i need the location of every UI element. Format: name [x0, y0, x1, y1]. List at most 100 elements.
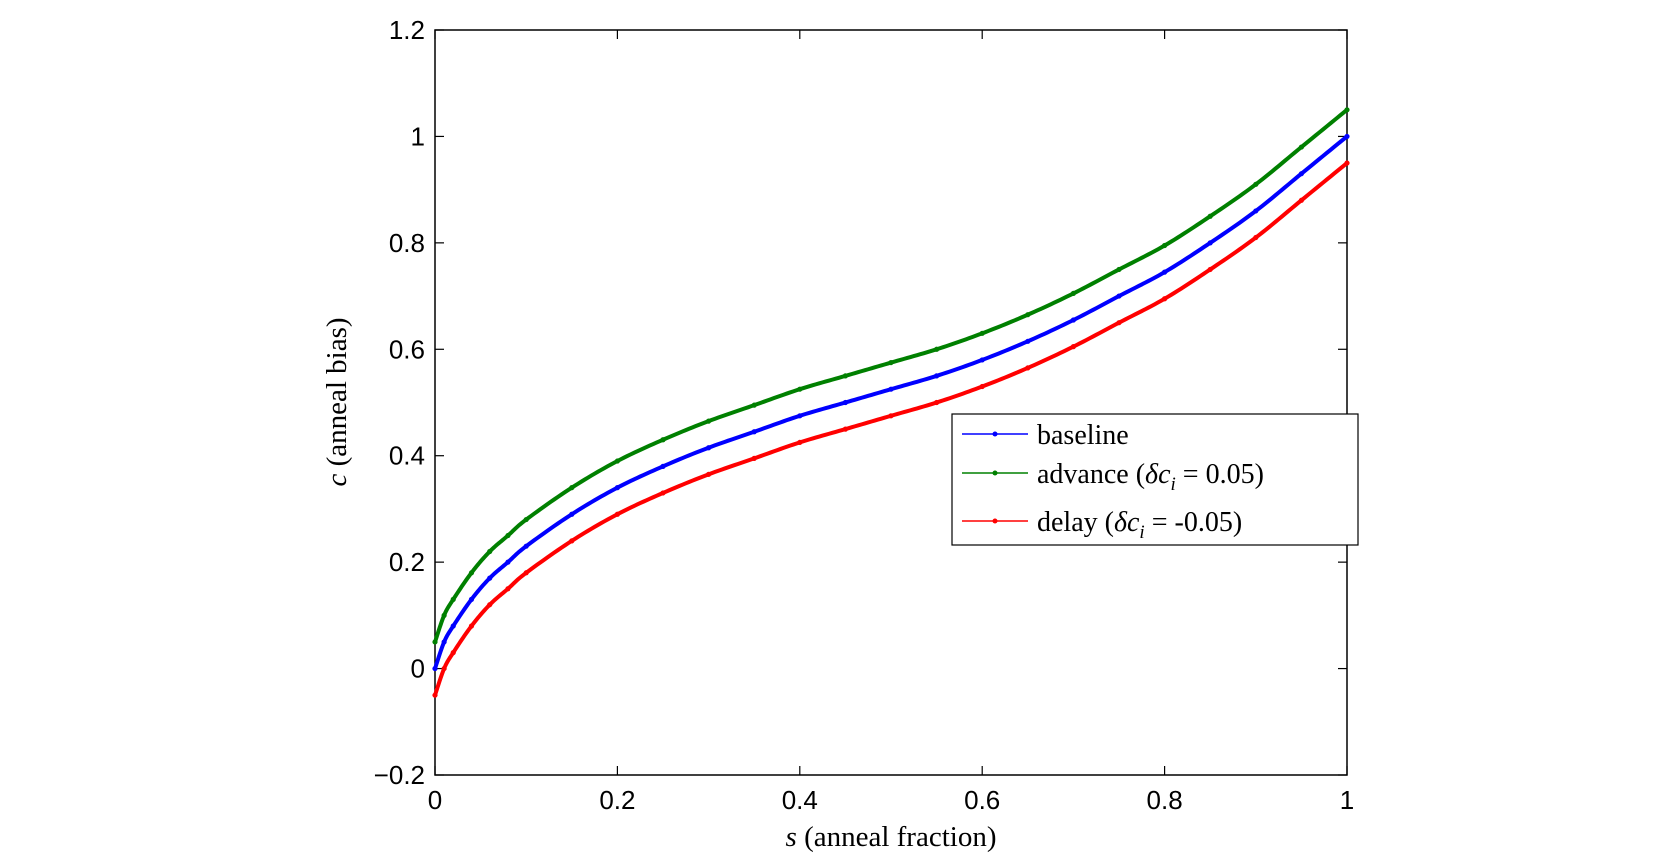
data-point-advance	[441, 612, 447, 618]
x-tick-label: 0	[428, 785, 442, 815]
data-point-advance	[1025, 312, 1031, 318]
x-tick-label: 1	[1340, 785, 1354, 815]
data-point-baseline	[614, 485, 621, 491]
data-point-baseline	[441, 639, 447, 645]
data-point-baseline	[1070, 317, 1076, 323]
data-point-delay	[751, 455, 757, 461]
legend-marker-baseline	[992, 431, 998, 437]
data-point-baseline	[660, 463, 666, 469]
data-point-advance	[660, 437, 666, 443]
y-axis-label: c (anneal bias)	[321, 317, 353, 486]
data-point-advance	[1070, 290, 1076, 297]
data-point-baseline	[523, 543, 529, 549]
data-point-baseline	[468, 596, 475, 602]
data-point-baseline	[1162, 269, 1168, 275]
data-point-delay	[523, 570, 529, 576]
data-point-delay	[842, 426, 849, 432]
data-point-advance	[569, 485, 575, 491]
data-point-baseline	[432, 665, 438, 672]
data-point-advance	[1116, 266, 1122, 273]
legend-delay-delta: δc	[1114, 507, 1140, 538]
data-point-baseline	[1344, 133, 1350, 140]
legend-advance-part-2: = 0.05)	[1176, 459, 1264, 490]
y-tick-label: −0.2	[374, 760, 425, 790]
series-baseline	[432, 133, 1350, 672]
data-point-baseline	[1207, 240, 1213, 246]
series-layer	[432, 107, 1350, 698]
data-point-delay	[450, 650, 456, 656]
legend-delay-part-1: delay (	[1037, 507, 1114, 538]
data-point-delay	[888, 413, 894, 419]
data-point-advance	[1298, 144, 1304, 150]
data-point-delay	[1025, 365, 1031, 371]
data-point-delay	[1344, 160, 1350, 166]
data-point-baseline	[706, 445, 712, 451]
data-point-advance	[468, 570, 475, 576]
data-point-delay	[505, 586, 511, 592]
data-point-advance	[1162, 242, 1168, 249]
data-point-baseline	[888, 386, 894, 392]
data-point-baseline	[487, 575, 493, 581]
x-axis-var: s	[786, 821, 797, 853]
data-point-delay	[706, 471, 712, 477]
data-point-advance	[979, 330, 985, 336]
x-axis-text: (anneal fraction)	[797, 821, 997, 853]
y-tick-label: 0.2	[389, 547, 425, 577]
x-axis-label: s (anneal fraction)	[786, 821, 997, 853]
legend-marker-advance	[992, 470, 998, 476]
data-point-delay	[468, 623, 475, 629]
data-point-baseline	[751, 429, 757, 435]
legend-delay-part-2: = -0.05)	[1145, 507, 1242, 538]
legend-advance-part-1: advance (	[1037, 459, 1145, 490]
series-advance	[432, 107, 1350, 645]
y-tick-label: 0.8	[389, 228, 425, 258]
data-point-advance	[1253, 181, 1259, 187]
data-point-delay	[979, 383, 985, 390]
data-point-delay	[614, 511, 621, 517]
data-point-advance	[751, 402, 757, 408]
legend-delay-subscript: i	[1139, 522, 1144, 543]
data-point-advance	[505, 532, 511, 539]
data-point-advance	[797, 386, 803, 392]
legend-label-delay: delay (δci = -0.05)	[1037, 507, 1242, 543]
plot-area	[434, 29, 1348, 776]
data-point-delay	[487, 602, 493, 608]
data-point-baseline	[842, 399, 849, 406]
data-point-advance	[432, 639, 438, 645]
data-point-delay	[660, 490, 666, 496]
y-tick-label: 0.6	[389, 334, 425, 364]
data-point-baseline	[1298, 171, 1304, 177]
data-point-delay	[1116, 320, 1122, 326]
legend-advance-subscript: i	[1171, 474, 1176, 495]
data-point-baseline	[797, 413, 803, 419]
x-tick-label: 0.4	[782, 785, 818, 815]
legend-label-advance: advance (δci = 0.05)	[1037, 459, 1264, 495]
data-point-advance	[1207, 213, 1213, 219]
x-tick-label: 0.6	[964, 785, 1000, 815]
data-point-delay	[1162, 296, 1168, 302]
data-point-baseline	[1025, 338, 1031, 344]
tick-labels: 0 0.2 0.4 0.6 0.8 1−0.200.20.40.60.811.2	[374, 15, 1355, 815]
data-point-advance	[842, 373, 849, 379]
series-delay	[432, 160, 1350, 698]
data-point-delay	[934, 399, 940, 406]
y-tick-label: 1	[411, 121, 425, 151]
data-point-baseline	[450, 623, 456, 629]
y-tick-label: 0.4	[389, 441, 425, 471]
y-tick-label: 1.2	[389, 15, 425, 45]
data-point-advance	[614, 458, 621, 464]
data-point-delay	[797, 439, 803, 446]
data-point-delay	[1070, 344, 1076, 350]
data-point-advance	[706, 418, 712, 424]
data-point-delay	[569, 538, 575, 544]
data-point-baseline	[979, 357, 985, 363]
data-point-delay	[1298, 197, 1304, 203]
data-point-delay	[1253, 234, 1259, 241]
legend-label-baseline: baseline	[1037, 420, 1129, 451]
data-point-baseline	[569, 511, 575, 517]
legend-box	[951, 413, 1359, 546]
data-point-delay	[1207, 266, 1213, 273]
x-tick-label: 0.2	[599, 785, 635, 815]
x-tick-label: 0.8	[1147, 785, 1183, 815]
